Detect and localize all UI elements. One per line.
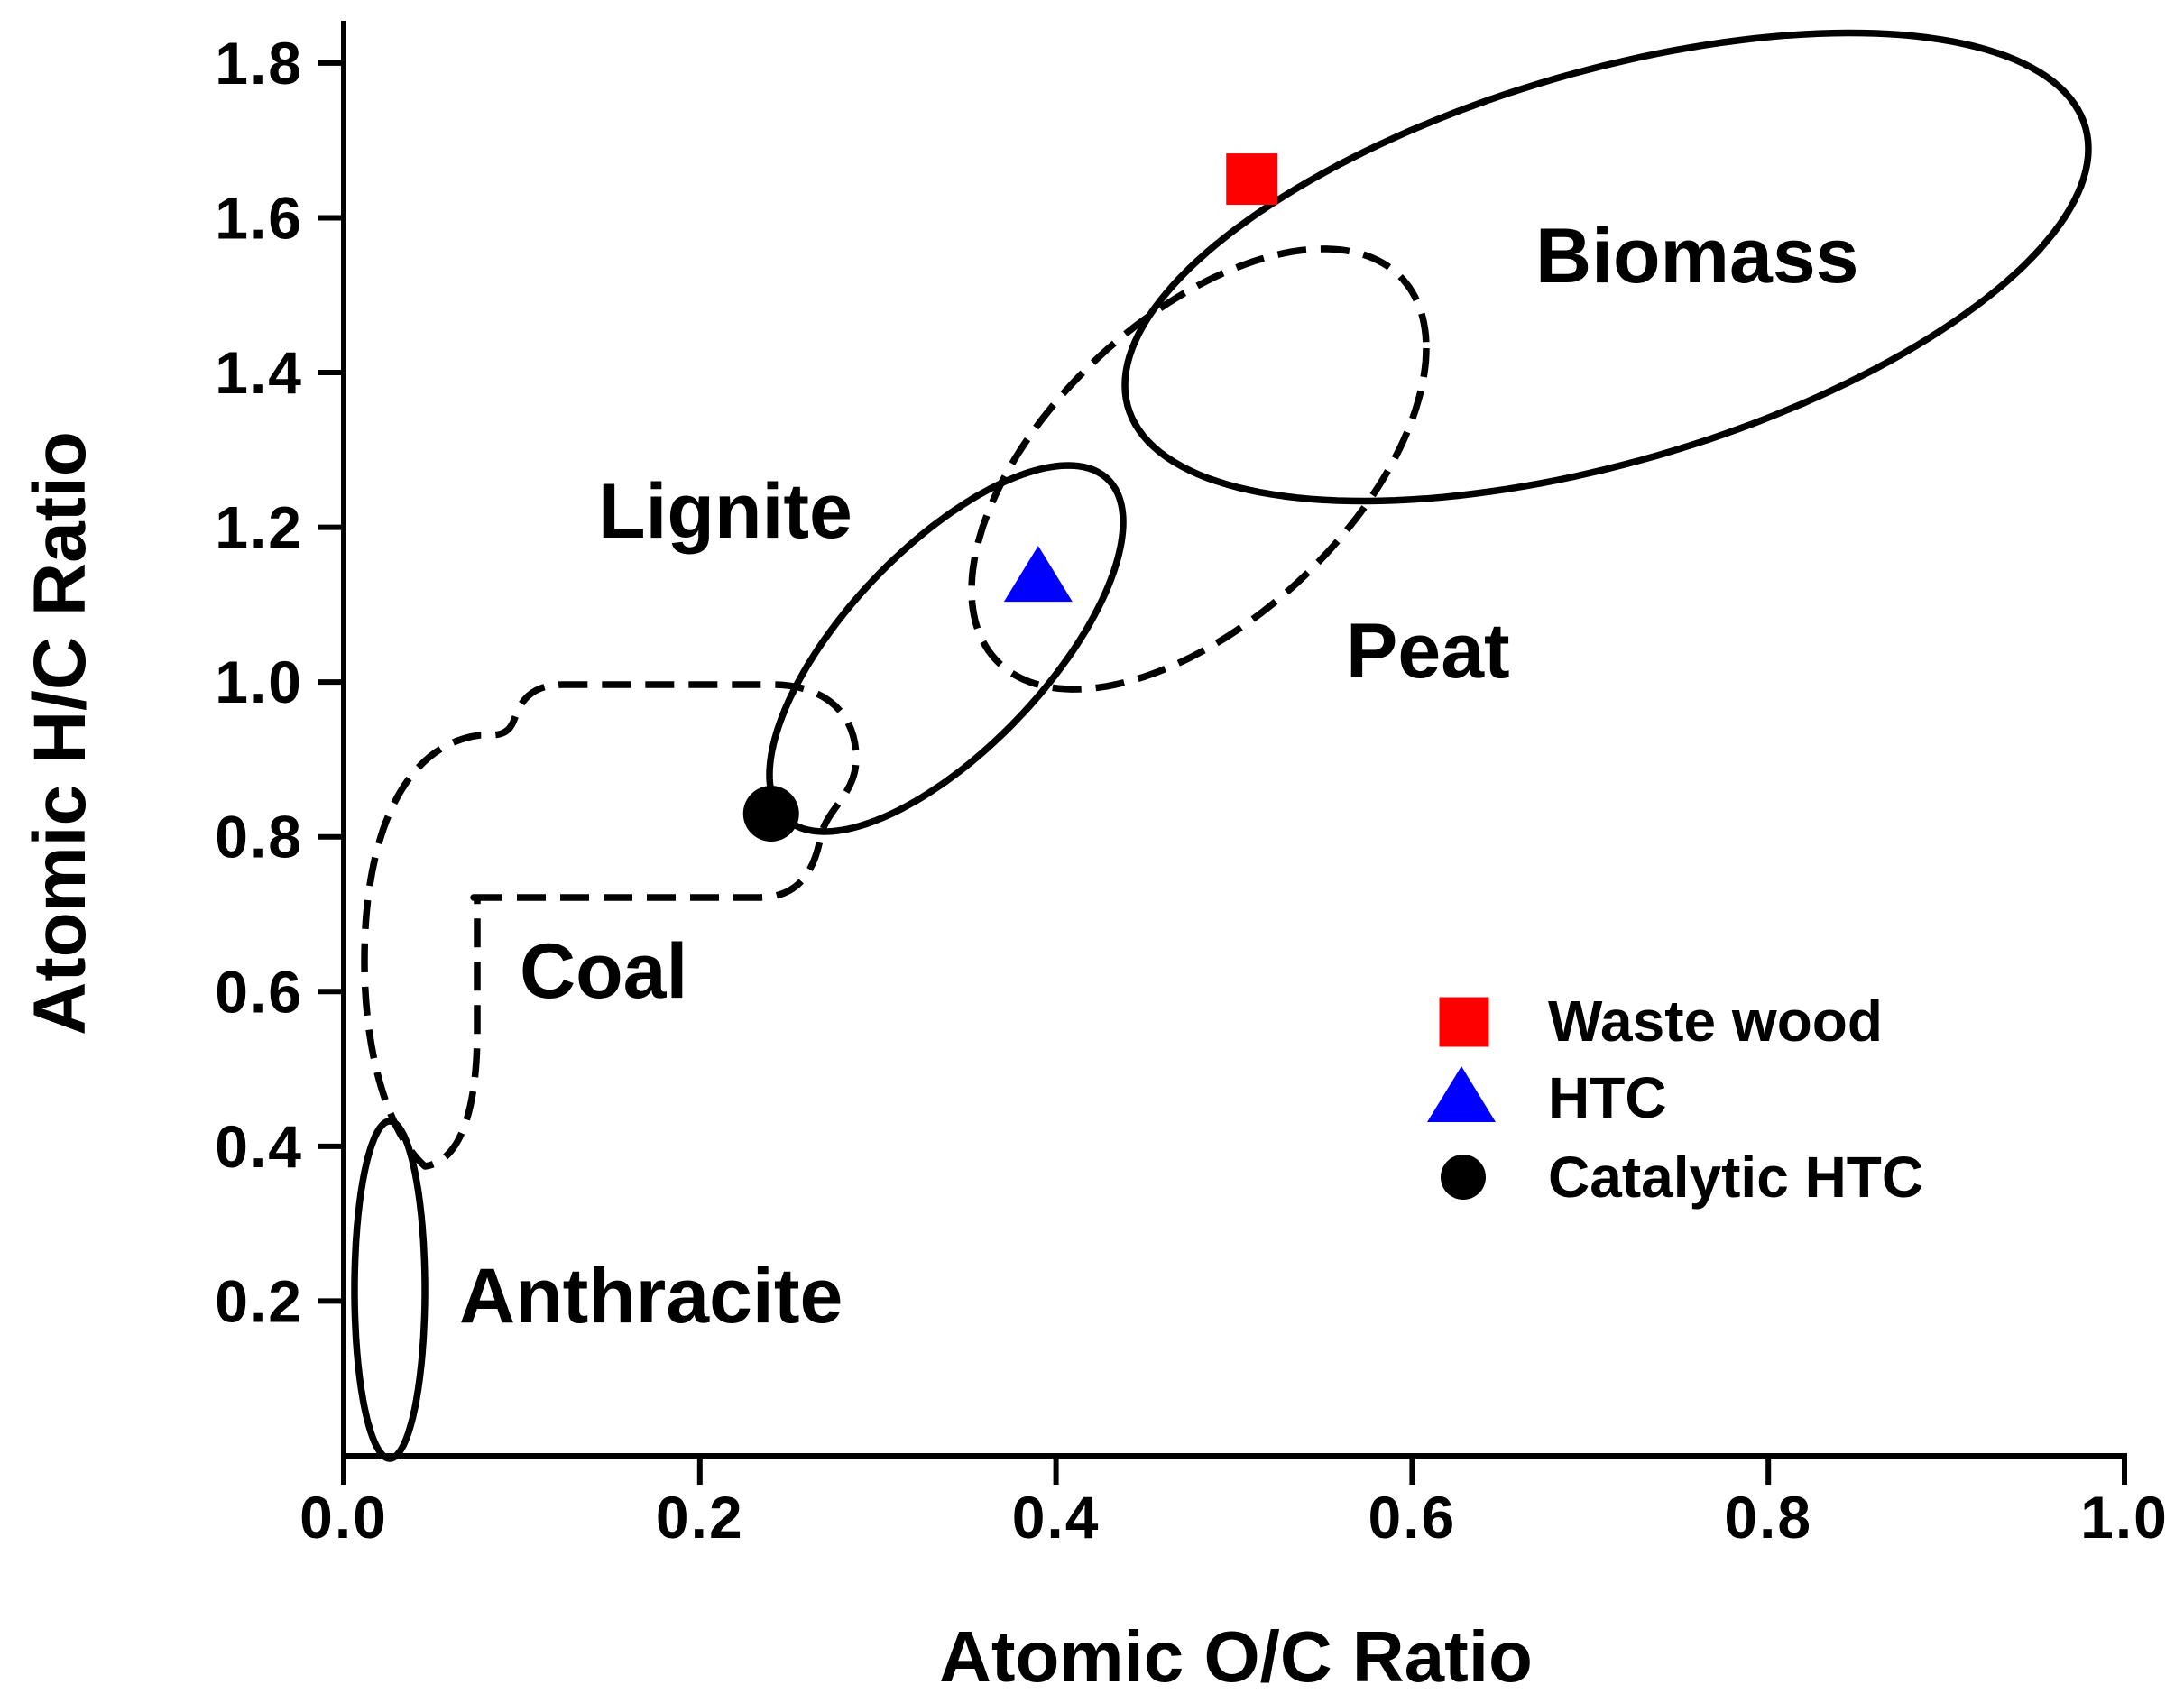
y-tick-label: 1.8: [215, 30, 303, 97]
legend-marker-waste-wood: [1439, 997, 1489, 1047]
region-anthracite-outline: [351, 1118, 429, 1462]
region-biomass-outline: [1121, 29, 2092, 505]
legend-label-catalytic-htc: Catalytic HTC: [1548, 1145, 1923, 1210]
y-tick-label: 0.4: [215, 1113, 303, 1180]
legend: Waste wood HTC Catalytic HTC: [1427, 989, 1923, 1210]
legend-marker-catalytic-htc: [1441, 1155, 1486, 1200]
region-label-biomass: Biomass: [1535, 213, 1859, 299]
y-tick-label: 1.0: [215, 649, 303, 715]
y-tick-label: 0.2: [215, 1267, 303, 1334]
y-tick-label: 1.4: [215, 339, 303, 406]
x-tick-label: 0.0: [299, 1484, 388, 1551]
x-tick-label: 0.4: [1012, 1484, 1101, 1551]
region-label-coal: Coal: [520, 928, 687, 1015]
x-tick-label: 0.8: [1724, 1484, 1812, 1551]
region-lignite-outline: [766, 462, 1127, 835]
legend-label-waste-wood: Waste wood: [1548, 989, 1883, 1054]
y-tick-label: 1.2: [215, 494, 303, 561]
legend-label-htc: HTC: [1548, 1065, 1667, 1130]
axes: 0.2 0.4 0.6 0.8 1.0 1.2 1.4 1.6 1.8 0.0 0.2 0.4 0.6 0…: [215, 21, 2169, 1551]
region-coal-outline: [361, 681, 860, 1170]
x-tick-label: 1.0: [2080, 1484, 2169, 1551]
data-points: [742, 153, 1278, 842]
region-outlines: Biomass Peat Lignite Coal Anthracite: [351, 29, 2092, 1462]
data-point-htc: [1003, 546, 1073, 603]
region-label-anthracite: Anthracite: [459, 1253, 843, 1339]
x-tick-label: 0.2: [656, 1484, 744, 1551]
x-tick-label: 0.6: [1368, 1484, 1457, 1551]
y-tick-label: 0.6: [215, 958, 303, 1025]
y-tick-label: 0.8: [215, 804, 303, 870]
legend-marker-htc: [1427, 1066, 1496, 1122]
data-point-waste-wood: [1226, 153, 1278, 206]
y-axis-title: Atomic H/C Ratio: [19, 431, 101, 1036]
y-tick-label: 1.6: [215, 184, 303, 251]
data-point-catalytic-htc: [742, 785, 799, 842]
region-label-peat: Peat: [1346, 608, 1510, 695]
x-axis-title: Atomic O/C Ratio: [939, 1616, 1533, 1697]
region-label-lignite: Lignite: [598, 468, 852, 555]
